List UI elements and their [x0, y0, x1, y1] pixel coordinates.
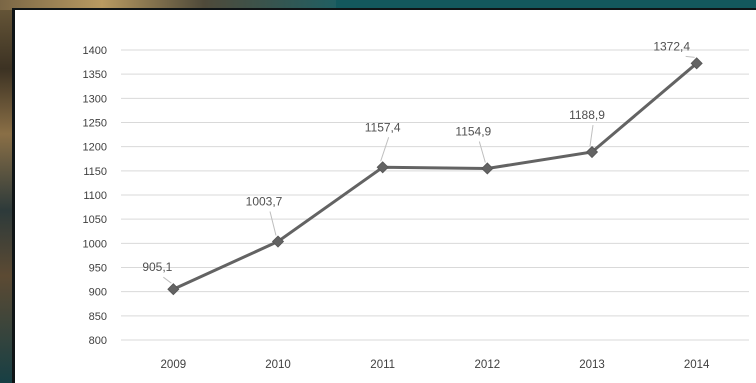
y-tick-label: 900 [89, 287, 107, 299]
data-point-marker [167, 283, 180, 296]
y-tick-label: 1050 [83, 214, 107, 226]
data-point-marker [481, 162, 494, 175]
data-point-marker [690, 57, 703, 70]
label-leader [685, 55, 695, 58]
gridlines [121, 49, 749, 341]
y-tick-label: 1200 [83, 142, 107, 154]
x-tick-label: 2009 [161, 359, 187, 371]
data-markers [167, 57, 703, 296]
y-tick-label: 1250 [83, 118, 107, 130]
y-tick-label: 1350 [83, 69, 107, 81]
background-photo-top [0, 0, 340, 10]
series-line [172, 62, 698, 291]
label-leader [163, 276, 172, 284]
label-leader [478, 141, 486, 163]
y-axis: 800 850 900 950 1000 1050 1100 1150 1200 1250 1300… [83, 45, 107, 347]
data-label: 1188,9 [569, 108, 605, 122]
label-leader [589, 124, 594, 147]
y-tick-label: 1000 [83, 238, 107, 250]
data-label: 1154,9 [455, 124, 491, 138]
y-tick-label: 1100 [83, 190, 107, 202]
x-tick-label: 2010 [265, 359, 291, 371]
y-tick-label: 800 [89, 335, 107, 347]
data-label: 1372,4 [653, 39, 690, 53]
x-tick-label: 2014 [684, 359, 710, 371]
x-tick-label: 2012 [475, 359, 501, 371]
x-axis: 2009 2010 2011 2012 2013 2014 [161, 359, 711, 371]
label-leader-lines [163, 55, 695, 284]
x-tick-label: 2011 [370, 359, 395, 371]
y-tick-label: 1400 [83, 45, 107, 57]
y-tick-label: 1300 [83, 93, 107, 105]
data-labels: 905,1 1003,7 1157,4 1154,9 1188,9 1372,4 [142, 39, 690, 274]
data-point-marker [585, 145, 599, 159]
data-point-marker [271, 235, 285, 248]
line-chart: 800 850 900 950 1000 1050 1100 1150 1200 1250 1300… [83, 39, 749, 371]
data-label: 1003,7 [246, 195, 283, 209]
data-label: 905,1 [142, 260, 172, 274]
label-leader [269, 211, 277, 236]
y-tick-label: 1150 [83, 166, 107, 178]
label-leader [380, 137, 390, 162]
chart-card: 800 850 900 950 1000 1050 1100 1150 1200 1250 1300… [12, 8, 756, 383]
background-teal-top [336, 0, 756, 10]
y-tick-label: 950 [89, 263, 107, 275]
data-label: 1157,4 [365, 120, 401, 134]
data-point-marker [376, 161, 389, 174]
x-tick-label: 2013 [579, 359, 605, 371]
y-tick-label: 850 [89, 311, 107, 323]
